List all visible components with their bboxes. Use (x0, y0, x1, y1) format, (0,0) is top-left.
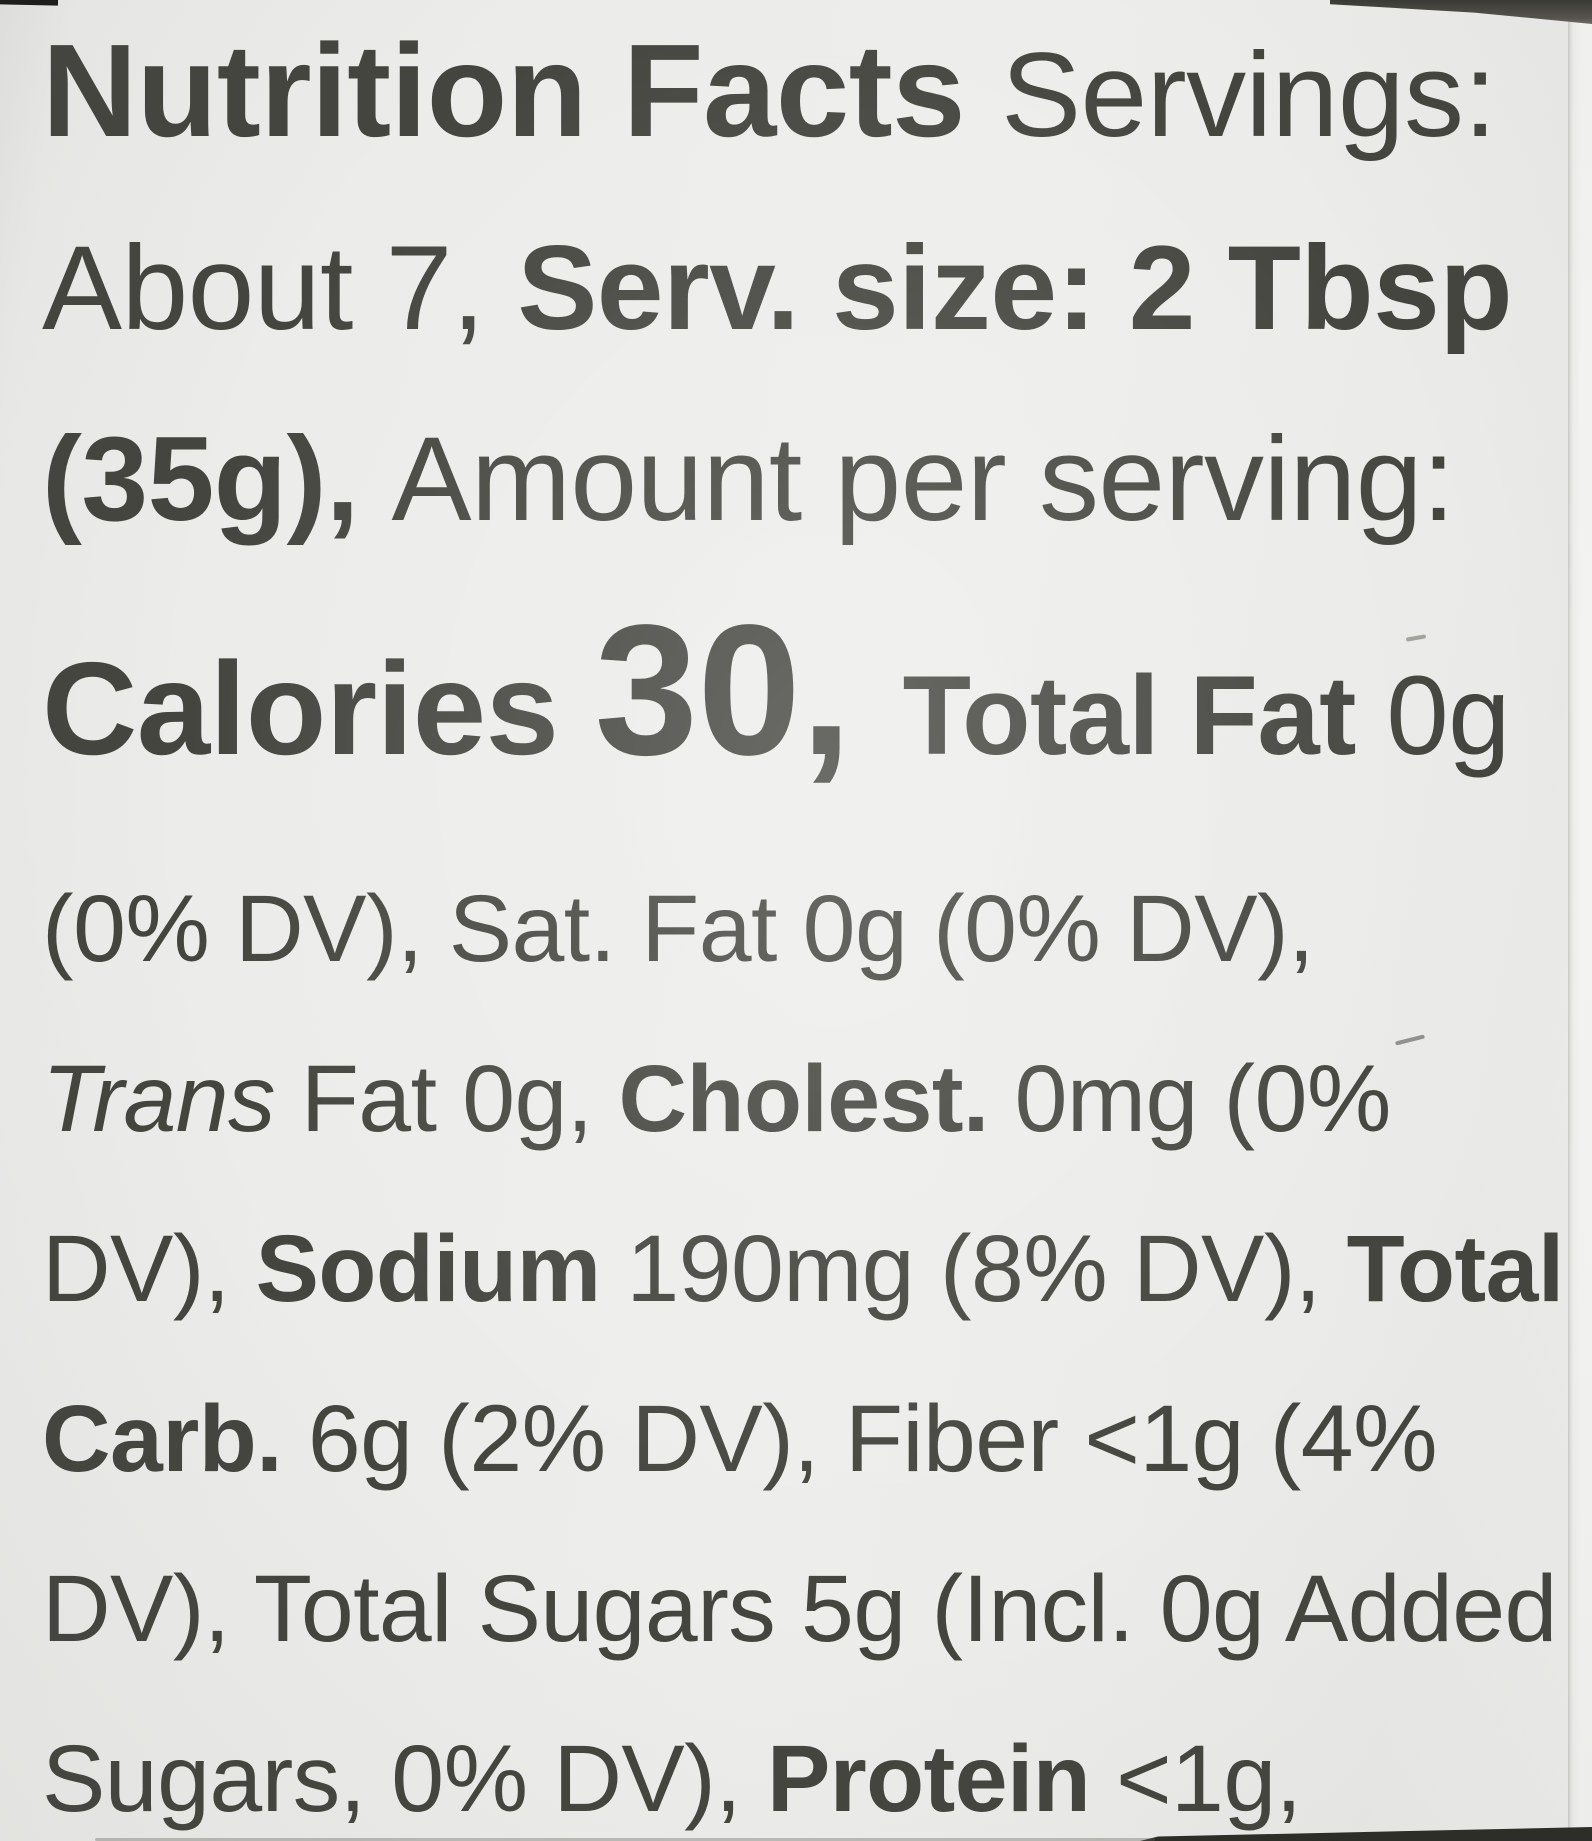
added-sugars-dv-text: Sugars, 0% DV), (42, 1726, 767, 1832)
label-line-7: DV), Sodium 190mg (8% DV), Total (42, 1198, 1565, 1368)
label-line-5: (0% DV), Sat. Fat 0g (0% DV), (42, 858, 1562, 1028)
cholesterol-dv-text: DV), (42, 1216, 256, 1322)
total-fat-label: Total Fat (902, 653, 1387, 778)
total-carb-label-part2: Carb. (42, 1386, 308, 1492)
calories-value: 30, (594, 587, 903, 794)
servings-label: Servings: (1001, 28, 1497, 162)
cholesterol-label: Cholest. (618, 1046, 1015, 1152)
fat-dv-sat-fat-text: (0% DV), Sat. Fat 0g (0% DV), (42, 876, 1314, 982)
protein-label: Protein (766, 1726, 1117, 1832)
trans-fat-label: Trans (42, 1046, 301, 1152)
photo-edge-bottom-left (95, 1838, 1155, 1841)
total-fat-value: 0g (1386, 653, 1510, 778)
fiber-dv-sugars-text: DV), Total Sugars 5g (Incl. 0g Added (42, 1556, 1557, 1662)
protein-value: <1g, (1116, 1726, 1302, 1832)
calories-label: Calories (42, 635, 595, 782)
serving-size-label: Serv. size: 2 Tbsp (517, 221, 1513, 355)
label-line-1: Nutrition Facts Servings: (42, 12, 1562, 211)
carb-fiber-text: 6g (2% DV), Fiber <1g (4% (307, 1386, 1438, 1492)
label-line-3: (35g), Amount per serving: (42, 402, 1562, 593)
label-right-edge (1568, 0, 1592, 1841)
total-carb-label-part1: Total (1346, 1216, 1565, 1322)
label-line-4: Calories 30, Total Fat 0g (42, 593, 1562, 848)
label-line-10: Sugars, 0% DV), Protein <1g, (42, 1708, 1562, 1841)
trans-fat-value: Fat 0g, (300, 1046, 619, 1152)
sodium-value: 190mg (8% DV), (626, 1216, 1347, 1322)
serving-size-weight: (35g), (42, 412, 392, 546)
cholesterol-value: 0mg (0% (1014, 1046, 1392, 1152)
label-line-8: Carb. 6g (2% DV), Fiber <1g (4% (42, 1368, 1562, 1538)
label-line-2: About 7, Serv. size: 2 Tbsp (42, 211, 1562, 402)
title-text: Nutrition Facts (42, 17, 1002, 164)
label-line-9: DV), Total Sugars 5g (Incl. 0g Added (42, 1538, 1562, 1708)
sodium-label: Sodium (255, 1216, 627, 1322)
amount-per-serving-label: Amount per serving: (391, 412, 1455, 546)
label-line-6: Trans Fat 0g, Cholest. 0mg (0% (42, 1028, 1562, 1198)
servings-value: About 7, (42, 221, 518, 355)
